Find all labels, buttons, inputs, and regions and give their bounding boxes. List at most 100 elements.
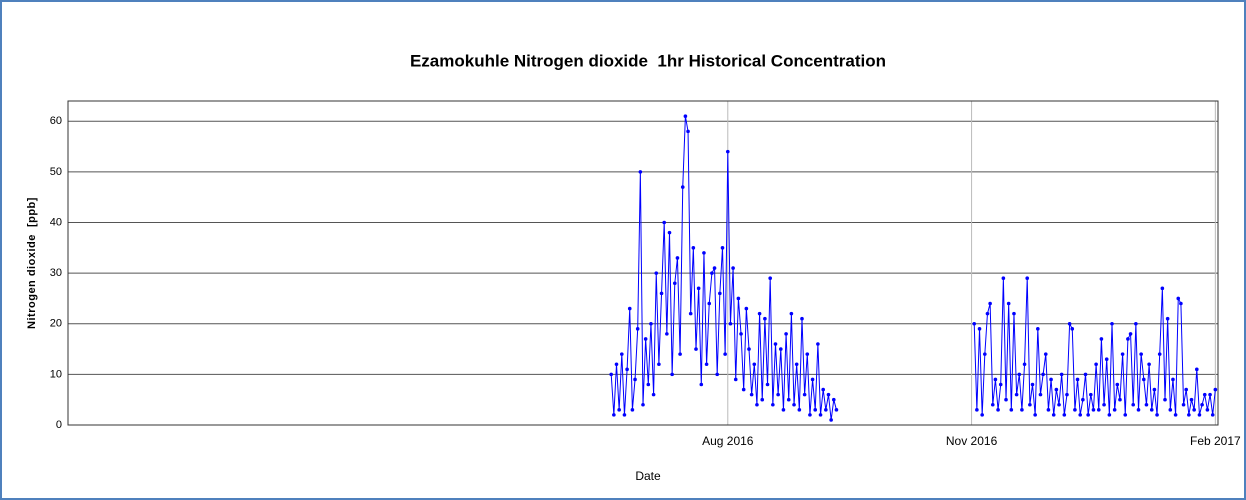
data-point [712, 266, 717, 270]
data-point [760, 397, 765, 402]
data-point [641, 402, 645, 407]
data-point [808, 413, 812, 417]
data-point [1155, 413, 1159, 417]
data-point [683, 114, 688, 118]
data-point [1033, 413, 1037, 417]
data-point [1020, 408, 1024, 412]
data-point [1181, 402, 1186, 407]
data-point [1014, 392, 1019, 397]
data-point [824, 408, 828, 412]
data-point [1144, 402, 1149, 407]
data-point [1009, 408, 1014, 412]
data-point [829, 418, 833, 422]
plot-area [67, 100, 1219, 426]
data-point [768, 276, 772, 280]
data-point [810, 377, 815, 382]
data-point [983, 352, 987, 356]
data-point [778, 347, 783, 351]
data-point [1067, 321, 1072, 326]
y-axis-label: Nitrogen dioxide [ppb] [26, 197, 38, 329]
data-point [1147, 362, 1151, 367]
data-point [1017, 372, 1022, 377]
data-point [1202, 392, 1207, 397]
data-point [1123, 413, 1128, 417]
data-point [1160, 286, 1165, 291]
data-point [1210, 413, 1215, 417]
data-point [1134, 321, 1138, 326]
data-point [617, 408, 621, 412]
data-point [696, 286, 701, 291]
data-point [1086, 413, 1090, 417]
data-point [990, 402, 995, 407]
y-tick-label: 60 [50, 115, 62, 127]
data-point [1104, 357, 1109, 361]
data-point [786, 397, 791, 402]
data-point [1176, 296, 1181, 301]
data-point [1022, 362, 1027, 367]
data-point [635, 327, 640, 331]
data-point [749, 392, 754, 397]
data-point [718, 291, 722, 296]
data-point [800, 316, 804, 321]
data-point [1062, 413, 1067, 417]
data-point [1083, 372, 1088, 377]
data-point [1165, 316, 1170, 321]
data-point [792, 402, 796, 407]
data-point [678, 352, 682, 356]
data-point [1184, 387, 1189, 392]
data-point [816, 342, 820, 346]
data-point [691, 246, 696, 250]
data-point [1110, 321, 1114, 326]
data-point [646, 382, 651, 387]
data-point [627, 306, 632, 311]
data-point [622, 413, 627, 417]
data-point [731, 266, 735, 270]
data-point [667, 230, 672, 235]
data-point [1112, 408, 1117, 412]
data-point [980, 413, 984, 417]
data-point [638, 170, 643, 174]
data-point [763, 316, 767, 321]
data-point [1171, 377, 1175, 382]
data-point [1065, 392, 1069, 397]
y-tick-label: 40 [50, 216, 62, 228]
data-point [802, 392, 807, 397]
data-point [977, 327, 982, 331]
data-point [1073, 408, 1077, 412]
data-point [747, 347, 751, 351]
data-point [1025, 276, 1030, 280]
data-point [1139, 352, 1143, 356]
data-point [728, 321, 733, 326]
data-point [1189, 397, 1194, 402]
data-point [657, 362, 661, 367]
data-point [757, 311, 762, 316]
data-point [612, 413, 616, 417]
chart-title: Ezamokuhle Nitrogen dioxide 1hr Historic… [410, 51, 886, 70]
data-point [1096, 408, 1101, 412]
y-tick-label: 0 [56, 419, 62, 431]
data-point [1099, 337, 1104, 341]
y-tick-label: 20 [50, 318, 62, 330]
data-point [784, 332, 788, 336]
data-point [996, 408, 1000, 412]
data-point [1004, 397, 1008, 402]
data-point [1142, 377, 1146, 382]
data-point [776, 392, 780, 397]
data-point [1197, 413, 1202, 417]
data-point [1157, 352, 1162, 356]
data-point [1120, 352, 1125, 356]
data-point [739, 332, 743, 336]
data-point [1091, 408, 1096, 412]
data-point [765, 382, 770, 387]
data-point [1213, 387, 1218, 392]
data-point [614, 362, 619, 367]
data-point [659, 291, 664, 296]
data-point [1131, 402, 1136, 407]
data-point [1163, 397, 1167, 402]
data-point [998, 382, 1003, 387]
data-point [773, 342, 778, 346]
y-tick-label: 30 [50, 267, 62, 279]
data-point [715, 372, 719, 377]
data-point [1107, 413, 1112, 417]
